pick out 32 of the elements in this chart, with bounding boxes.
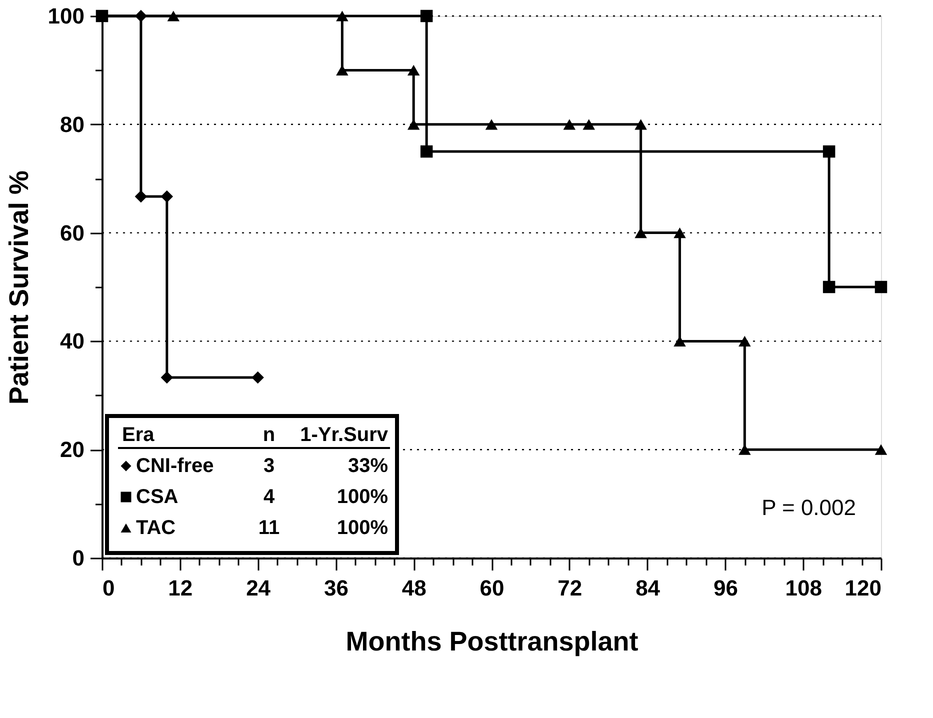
y-tick-label: 60: [60, 220, 84, 246]
legend-label: CSA: [136, 486, 178, 508]
annotation: 3: [263, 455, 275, 477]
y-tick-label: 80: [60, 112, 84, 137]
annotation: 11: [258, 517, 280, 539]
x-axis-title: Months Posttransplant: [346, 626, 638, 656]
x-tick-label: 36: [324, 576, 348, 600]
x-tick-label: 120: [844, 576, 882, 600]
legend-title: Era: [122, 424, 156, 446]
annotation: 33%: [348, 455, 388, 477]
annotation: 100%: [336, 517, 388, 539]
legend-label: CNI-free: [136, 455, 214, 477]
y-tick-label: 20: [60, 437, 84, 462]
x-tick-label: 24: [246, 576, 272, 600]
x-tick-label: 72: [558, 576, 582, 600]
x-tick-label: 0: [102, 576, 115, 600]
y-axis-title: Patient Survival %: [4, 170, 34, 405]
annotation: n: [262, 424, 276, 446]
y-tick-label: 0: [72, 546, 84, 570]
x-tick-label: 84: [636, 576, 661, 600]
annotation: 1-Yr.Surv: [300, 424, 389, 446]
annotation: 4: [263, 486, 276, 508]
x-tick-label: 96: [713, 576, 738, 600]
y-tick-label: 100: [48, 4, 84, 28]
annotation: P = 0.002: [762, 495, 856, 520]
x-tick-label: 12: [168, 576, 193, 600]
x-tick-label: 108: [785, 576, 822, 600]
x-tick-label: 60: [480, 576, 504, 600]
annotation: 100%: [336, 486, 388, 508]
x-tick-label: 48: [402, 576, 426, 600]
legend-label: TAC: [136, 517, 176, 539]
y-tick-label: 40: [60, 328, 84, 354]
